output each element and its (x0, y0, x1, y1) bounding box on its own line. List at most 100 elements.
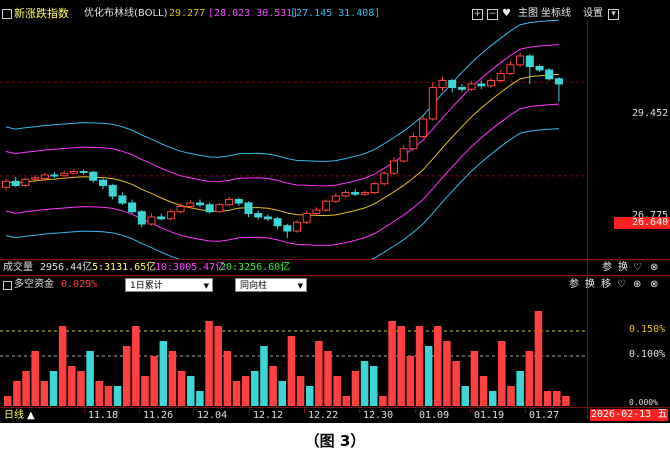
candle-body (69, 171, 78, 174)
capital-bar (461, 386, 469, 406)
capital-bar (488, 391, 497, 406)
coordinate-line-button[interactable]: 坐标线 (541, 8, 571, 19)
candle (11, 176, 20, 188)
candle (283, 224, 292, 238)
capital-bar (315, 341, 323, 406)
capital-bar (525, 351, 534, 406)
candle (79, 169, 88, 175)
candle-body (176, 206, 185, 213)
zoom-icon[interactable]: ⊕ (633, 279, 642, 290)
plus-icon[interactable]: + (472, 9, 483, 20)
capital-label: 多空资金 (14, 279, 54, 290)
candle (390, 157, 398, 175)
capital-bar (132, 326, 140, 406)
period-select[interactable]: 1日累计 ▼ (125, 278, 213, 292)
candle (60, 170, 69, 178)
candlestick-chart (0, 19, 587, 259)
boll-band1-value: [28.023 30.531] (208, 8, 299, 19)
candle (525, 54, 534, 84)
collapse-icon[interactable]: ▾ (608, 9, 619, 20)
volume-total: 2956.44亿 (40, 262, 93, 273)
chart-icon (2, 9, 12, 19)
capital-bar (534, 311, 543, 406)
date-tick-mark (304, 409, 305, 413)
candle (331, 193, 340, 203)
candle (205, 202, 214, 214)
heart-icon[interactable]: ♥ (502, 8, 511, 19)
capital-bar (214, 326, 222, 406)
main-chart-button[interactable]: 主图 (518, 8, 538, 19)
volume-separator (0, 259, 670, 260)
candle-body (399, 148, 408, 162)
candle (535, 64, 544, 72)
candle (322, 199, 331, 212)
candle (516, 52, 525, 67)
boll-outer-upper-line (5, 19, 559, 162)
capital-bar (168, 351, 177, 406)
candle-body (157, 216, 166, 220)
capital-close-icon[interactable]: ⊗ (650, 279, 659, 290)
volume-ma5: 5:3131.65亿 (92, 262, 157, 273)
capital-bar (415, 326, 424, 406)
capital-bar (58, 326, 67, 406)
candle-body (331, 195, 340, 202)
volume-ref-button[interactable]: 参 (602, 262, 612, 273)
capital-bar (31, 351, 39, 406)
candle (215, 203, 224, 213)
boll-mid-value: 29.277 (169, 8, 206, 19)
candle (428, 82, 437, 121)
capital-bar (379, 396, 387, 406)
capital-bar (333, 376, 341, 406)
candle (118, 192, 127, 205)
indicator-title: 新涨跌指数 (14, 7, 69, 20)
mode-select[interactable]: 同向柱 ▼ (235, 278, 307, 292)
volume-close-icon[interactable]: ⊗ (650, 262, 659, 273)
candle-body (457, 87, 466, 90)
capital-bar (278, 381, 286, 406)
candle (89, 170, 98, 183)
period-label[interactable]: 日线 (4, 410, 24, 421)
candle-body (370, 183, 379, 193)
candle (351, 189, 360, 196)
candle-body (40, 174, 49, 179)
candle (234, 197, 243, 206)
date-tick-label: 12.30 (363, 410, 394, 421)
volume-heart-icon[interactable]: ♡ (633, 262, 642, 273)
capital-bar (104, 386, 113, 406)
capital-move-button[interactable]: 移 (601, 279, 611, 290)
candle-body (244, 202, 253, 214)
capital-bar (77, 371, 85, 406)
capital-swap-button[interactable]: 换 (585, 279, 595, 290)
candle (409, 133, 418, 151)
date-tick-label: 12.22 (308, 410, 339, 421)
candle (108, 183, 117, 200)
candle-body (554, 78, 563, 85)
minus-icon[interactable]: − (487, 9, 498, 20)
period-arrow-icon[interactable]: ▲ (27, 410, 35, 421)
candle-body (225, 199, 234, 206)
capital-ref-button[interactable]: 参 (569, 279, 579, 290)
volume-swap-button[interactable]: 换 (618, 262, 628, 273)
candle-body (205, 204, 214, 213)
capital-bar (424, 346, 433, 406)
date-tick-label: 01.19 (474, 410, 505, 421)
candle-body (477, 83, 486, 87)
date-tick-mark (359, 409, 360, 413)
capital-bar (68, 366, 76, 406)
boll-label[interactable]: 优化布林线(BOLL) (84, 8, 168, 19)
candle (176, 203, 185, 214)
capital-separator (0, 275, 670, 276)
candle-body (99, 179, 107, 186)
figure-caption: （图 3） (304, 432, 366, 450)
settings-button[interactable]: 设置 (583, 8, 603, 19)
candle (244, 201, 253, 217)
candle (360, 190, 369, 196)
candle (399, 145, 408, 163)
candle-body (535, 66, 544, 71)
date-tick-mark (249, 409, 250, 413)
capital-heart-icon[interactable]: ♡ (617, 279, 626, 290)
candle-body (147, 216, 156, 225)
date-tick-mark (470, 409, 471, 413)
capital-bar (553, 391, 561, 406)
capital-bar (232, 381, 241, 406)
